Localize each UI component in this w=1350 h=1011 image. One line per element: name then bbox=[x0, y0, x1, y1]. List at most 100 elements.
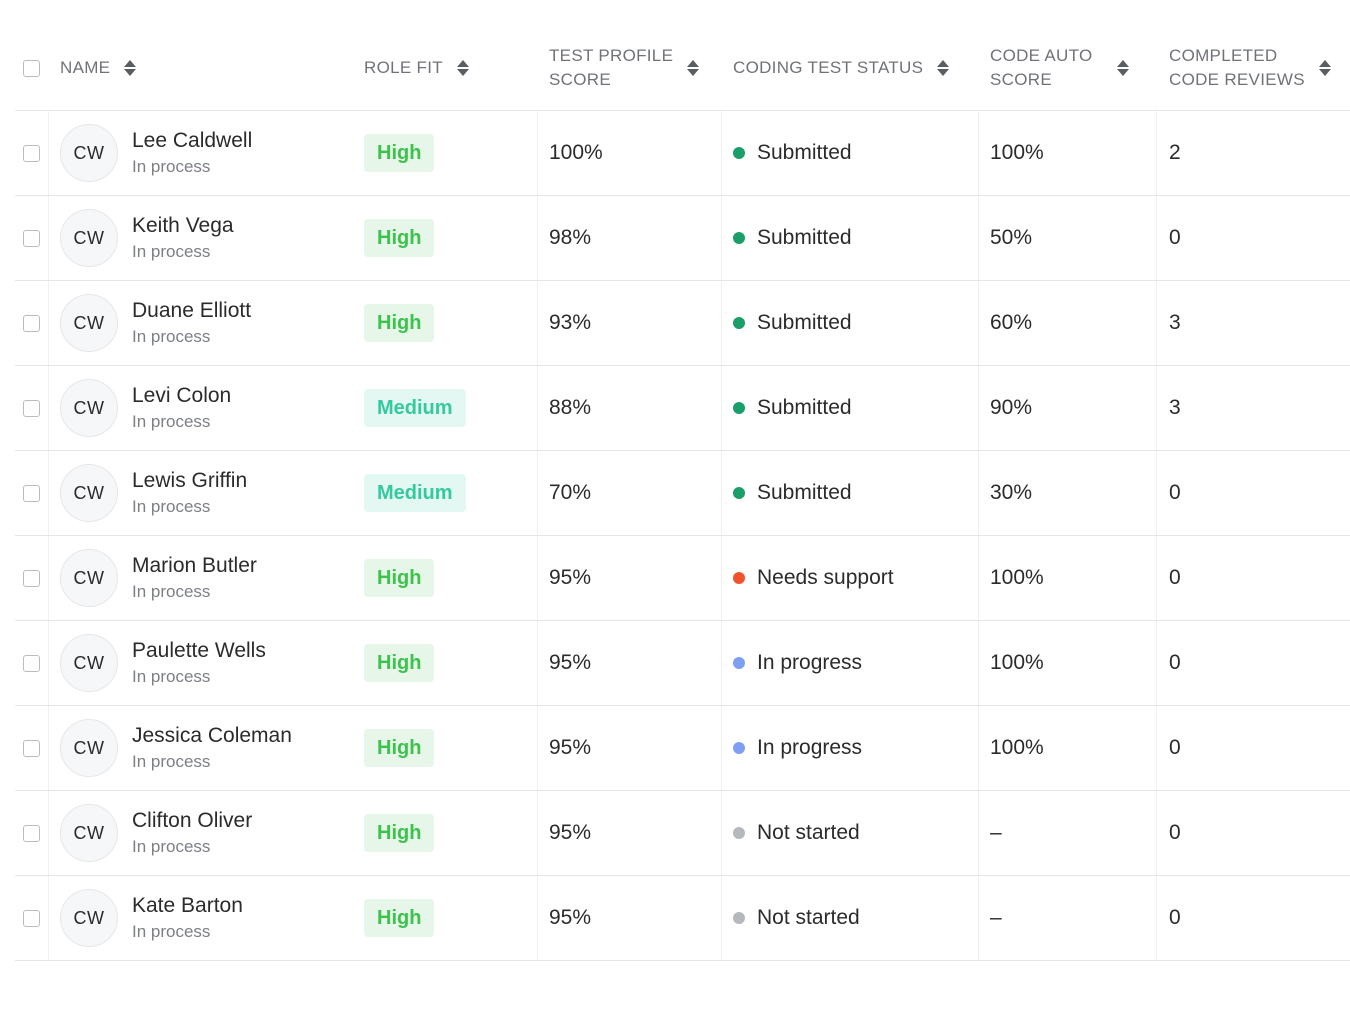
row-checkbox[interactable] bbox=[23, 569, 40, 587]
avatar: CW bbox=[60, 804, 118, 862]
row-checkbox[interactable] bbox=[23, 399, 40, 417]
header-completed-code-reviews[interactable]: COMPLETED CODE REVIEWS bbox=[1169, 26, 1331, 110]
test-profile-score-cell: 88% bbox=[549, 366, 591, 450]
sort-icon[interactable] bbox=[937, 60, 950, 76]
coding-test-status-cell: Submitted bbox=[733, 366, 852, 450]
candidate-name[interactable]: Duane Elliott bbox=[132, 299, 252, 322]
code-auto-score: 60% bbox=[990, 311, 1033, 334]
table-row[interactable]: CW Kate Barton In process High 95% Not s… bbox=[15, 876, 1350, 961]
candidate-name[interactable]: Lee Caldwell bbox=[132, 129, 253, 152]
candidates-table: NAME ROLE FIT TEST PROFILE SCORE CODING … bbox=[15, 26, 1350, 961]
header-line: COMPLETED bbox=[1169, 46, 1278, 65]
completed-code-reviews: 3 bbox=[1169, 311, 1181, 334]
name-block: Marion Butler In process bbox=[132, 552, 257, 604]
row-checkbox[interactable] bbox=[23, 484, 40, 502]
sort-icon[interactable] bbox=[1116, 60, 1129, 76]
status-badge: Submitted bbox=[733, 141, 852, 165]
table-row[interactable]: CW Marion Butler In process High 95% Nee… bbox=[15, 536, 1350, 621]
coding-test-status-cell: Not started bbox=[733, 876, 860, 960]
code-auto-score: 50% bbox=[990, 226, 1033, 249]
candidate-name[interactable]: Jessica Coleman bbox=[132, 724, 292, 747]
candidate-name[interactable]: Clifton Oliver bbox=[132, 809, 253, 832]
candidate-name[interactable]: Lewis Griffin bbox=[132, 469, 248, 492]
avatar-initials: CW bbox=[73, 652, 105, 673]
select-all-checkbox[interactable] bbox=[23, 59, 40, 77]
header-name-label: NAME bbox=[60, 58, 111, 77]
sort-icon[interactable] bbox=[687, 60, 700, 76]
coding-test-status-cell: Submitted bbox=[733, 451, 852, 535]
header-code-auto-score-label: CODE AUTO SCORE bbox=[990, 44, 1093, 92]
candidate-process-status: In process bbox=[132, 922, 211, 941]
candidate-cell: CW Duane Elliott In process bbox=[60, 281, 251, 365]
completed-code-reviews-cell: 3 bbox=[1169, 366, 1181, 450]
row-checkbox-cell bbox=[23, 706, 40, 790]
completed-code-reviews-cell: 0 bbox=[1169, 196, 1181, 280]
code-auto-score-cell: 50% bbox=[990, 196, 1032, 280]
role-fit-badge: High bbox=[364, 304, 435, 342]
row-checkbox[interactable] bbox=[23, 229, 40, 247]
header-role-fit[interactable]: ROLE FIT bbox=[364, 26, 469, 110]
completed-code-reviews-cell: 0 bbox=[1169, 706, 1181, 790]
status-dot-icon bbox=[733, 827, 745, 839]
completed-code-reviews: 0 bbox=[1169, 906, 1181, 929]
status-label: In progress bbox=[757, 651, 863, 674]
status-badge: Submitted bbox=[733, 481, 852, 505]
candidate-name[interactable]: Levi Colon bbox=[132, 384, 232, 407]
candidate-name[interactable]: Kate Barton bbox=[132, 894, 243, 917]
row-checkbox-cell bbox=[23, 621, 40, 705]
completed-code-reviews-cell: 0 bbox=[1169, 536, 1181, 620]
candidate-cell: CW Clifton Oliver In process bbox=[60, 791, 252, 875]
candidate-name[interactable]: Keith Vega bbox=[132, 214, 234, 237]
header-name[interactable]: NAME bbox=[60, 26, 137, 110]
avatar-initials: CW bbox=[73, 142, 105, 163]
header-checkbox-cell bbox=[23, 26, 40, 110]
row-checkbox[interactable] bbox=[23, 739, 40, 757]
row-checkbox[interactable] bbox=[23, 824, 40, 842]
row-checkbox[interactable] bbox=[23, 144, 40, 162]
candidate-process-status: In process bbox=[132, 582, 211, 601]
test-profile-score-cell: 95% bbox=[549, 536, 591, 620]
completed-code-reviews-cell: 0 bbox=[1169, 451, 1181, 535]
coding-test-status-cell: In progress bbox=[733, 706, 862, 790]
coding-test-status-cell: Submitted bbox=[733, 111, 852, 195]
table-row[interactable]: CW Duane Elliott In process High 93% Sub… bbox=[15, 281, 1350, 366]
table-row[interactable]: CW Lewis Griffin In process Medium 70% S… bbox=[15, 451, 1350, 536]
sort-icon[interactable] bbox=[1318, 60, 1331, 76]
avatar: CW bbox=[60, 124, 118, 182]
header-coding-test-status-label: CODING TEST STATUS bbox=[733, 58, 924, 77]
code-auto-score: – bbox=[990, 906, 1002, 929]
avatar: CW bbox=[60, 294, 118, 352]
row-checkbox[interactable] bbox=[23, 909, 40, 927]
test-profile-score-cell: 70% bbox=[549, 451, 591, 535]
avatar-initials: CW bbox=[73, 737, 105, 758]
row-checkbox[interactable] bbox=[23, 314, 40, 332]
candidate-name[interactable]: Marion Butler bbox=[132, 554, 257, 577]
header-code-auto-score[interactable]: CODE AUTO SCORE bbox=[990, 26, 1129, 110]
table-row[interactable]: CW Levi Colon In process Medium 88% Subm… bbox=[15, 366, 1350, 451]
sort-icon[interactable] bbox=[124, 60, 137, 76]
header-test-profile-score[interactable]: TEST PROFILE SCORE bbox=[549, 26, 700, 110]
table-row[interactable]: CW Jessica Coleman In process High 95% I… bbox=[15, 706, 1350, 791]
role-fit-badge: High bbox=[364, 644, 435, 682]
status-dot-icon bbox=[733, 232, 745, 244]
header-test-profile-score-label: TEST PROFILE SCORE bbox=[549, 44, 673, 92]
status-label: Submitted bbox=[757, 481, 852, 504]
candidate-name[interactable]: Paulette Wells bbox=[132, 639, 266, 662]
code-auto-score-cell: – bbox=[990, 876, 1002, 960]
table-row[interactable]: CW Lee Caldwell In process High 100% Sub… bbox=[15, 111, 1350, 196]
table-row[interactable]: CW Clifton Oliver In process High 95% No… bbox=[15, 791, 1350, 876]
header-coding-test-status[interactable]: CODING TEST STATUS bbox=[733, 26, 950, 110]
test-profile-score: 95% bbox=[549, 821, 592, 844]
status-label: Not started bbox=[757, 906, 860, 929]
row-checkbox[interactable] bbox=[23, 654, 40, 672]
role-fit-cell: High bbox=[364, 536, 435, 620]
status-dot-icon bbox=[733, 742, 745, 754]
table-row[interactable]: CW Paulette Wells In process High 95% In… bbox=[15, 621, 1350, 706]
table-row[interactable]: CW Keith Vega In process High 98% Submit… bbox=[15, 196, 1350, 281]
role-fit-cell: High bbox=[364, 876, 435, 960]
candidate-process-status: In process bbox=[132, 667, 211, 686]
status-dot-icon bbox=[733, 572, 745, 584]
candidate-process-status: In process bbox=[132, 752, 211, 771]
code-auto-score-cell: 100% bbox=[990, 621, 1044, 705]
sort-icon[interactable] bbox=[456, 60, 469, 76]
